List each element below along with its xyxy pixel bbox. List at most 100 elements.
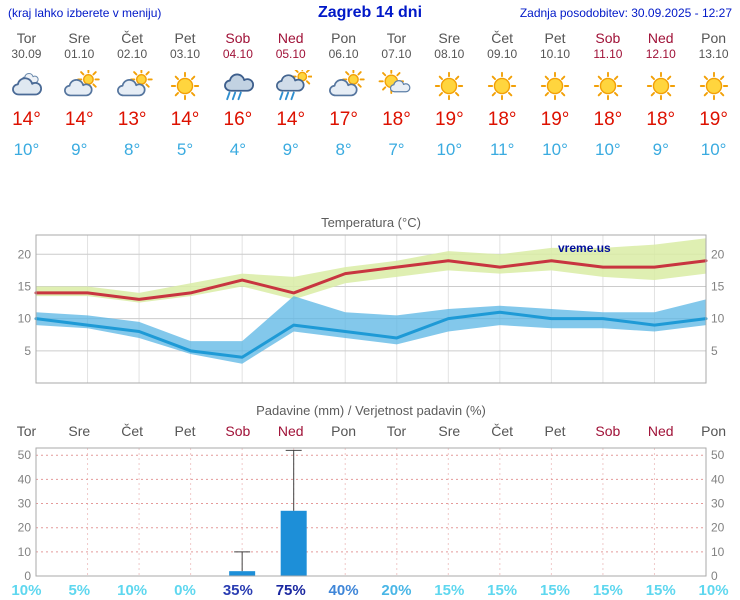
- day-column: Sre 08.10 19° 10°: [423, 30, 476, 160]
- forecast-days-row: Tor 30.09 14° 10° Sre 01.10 14° 9° Čet 02.10 13° 8°…: [0, 30, 740, 160]
- day-max-temp: 19°: [434, 109, 464, 130]
- y-tick-label: 50: [18, 448, 32, 462]
- day-date: 04.10: [222, 47, 253, 61]
- sun-icon: [159, 68, 212, 104]
- y-tick-label: 10: [711, 545, 725, 559]
- y-tick-label: 20: [711, 247, 725, 261]
- precip-day-label: Pet: [544, 423, 565, 439]
- y-tick-label: 40: [711, 472, 725, 486]
- day-min-temp: 10°: [542, 140, 568, 159]
- day-column: Čet 02.10 13° 8°: [106, 30, 159, 160]
- day-column: Sob 04.10 16° 4°: [211, 30, 264, 160]
- day-date: 01.10: [64, 47, 95, 61]
- precip-probability: 10%: [11, 582, 41, 599]
- day-max-temp: 17°: [329, 109, 358, 130]
- day-min-temp: 8°: [335, 140, 352, 159]
- day-date: 08.10: [434, 47, 465, 61]
- precip-day-label: Sre: [438, 423, 460, 439]
- day-name: Čet: [491, 30, 514, 46]
- day-column: Pon 06.10 17° 8°: [317, 30, 370, 160]
- y-tick-label: 10: [18, 545, 32, 559]
- day-min-temp: 9°: [71, 140, 88, 159]
- day-column: Pet 03.10 14° 5°: [159, 30, 212, 160]
- sun-icon: [423, 68, 476, 104]
- precip-probability: 5%: [68, 582, 90, 599]
- day-min-temp: 5°: [176, 140, 194, 159]
- y-tick-label: 40: [18, 472, 32, 486]
- day-date: 30.09: [11, 47, 42, 61]
- day-name: Pet: [174, 30, 196, 46]
- day-name: Pet: [544, 30, 566, 46]
- day-column: Tor 07.10 18° 7°: [370, 30, 423, 160]
- precip-bar: [280, 510, 307, 576]
- page-title: Zagreb 14 dni: [317, 4, 423, 21]
- day-name: Ned: [647, 30, 674, 46]
- sun-icon: [529, 68, 582, 104]
- y-tick-label: 0: [711, 569, 718, 583]
- precip-bar: [229, 571, 256, 576]
- precip-day-label: Pon: [701, 423, 726, 439]
- day-name: Pon: [331, 30, 357, 46]
- day-max-temp: 13°: [117, 109, 147, 130]
- day-date: 02.10: [117, 47, 148, 61]
- sun-cloud-icon: [370, 68, 423, 104]
- day-column: Pet 10.10 19° 10°: [529, 30, 582, 160]
- precip-day-label: Ned: [648, 423, 674, 439]
- precip-day-label: Tor: [17, 423, 37, 439]
- day-max-temp: 14°: [170, 109, 200, 130]
- day-max-temp: 14°: [12, 109, 41, 130]
- cloud-sun-icon: [106, 68, 159, 104]
- cloud-sun-icon: [317, 68, 370, 104]
- day-column: Sob 11.10 18° 10°: [581, 30, 634, 160]
- day-min-temp: 10°: [700, 140, 727, 159]
- y-tick-label: 15: [711, 279, 725, 293]
- tmin-range-band: [36, 296, 706, 364]
- day-name: Čet: [121, 30, 144, 46]
- precip-probability: 10%: [117, 582, 147, 599]
- day-max-temp: 18°: [382, 109, 411, 130]
- precip-probability: 75%: [276, 582, 306, 599]
- y-tick-label: 0: [24, 569, 31, 583]
- day-date: 09.10: [487, 47, 518, 61]
- temp-chart-title: Temperatura (°C): [321, 215, 421, 230]
- day-name: Sre: [68, 30, 91, 46]
- day-min-temp: 11°: [489, 140, 515, 159]
- day-name: Pon: [701, 30, 727, 46]
- precip-probability: 15%: [434, 582, 464, 599]
- sun-icon: [687, 68, 740, 104]
- day-min-temp: 10°: [595, 140, 621, 159]
- day-column: Pon 13.10 19° 10°: [687, 30, 740, 160]
- day-max-temp: 19°: [540, 109, 570, 130]
- day-date: 05.10: [275, 47, 306, 61]
- day-name: Tor: [16, 30, 37, 46]
- day-min-temp: 9°: [652, 140, 669, 159]
- y-tick-label: 20: [18, 521, 32, 535]
- day-name: Ned: [277, 30, 304, 46]
- y-tick-label: 20: [18, 247, 32, 261]
- day-column: Ned 05.10 14° 9°: [264, 30, 317, 160]
- cloud-icon: [0, 68, 53, 104]
- y-tick-label: 5: [711, 344, 718, 358]
- y-tick-label: 15: [18, 279, 32, 293]
- day-date: 13.10: [698, 47, 729, 61]
- precip-day-label: Tor: [387, 423, 407, 439]
- day-date: 12.10: [645, 47, 676, 61]
- tmin-line: [34, 310, 708, 359]
- y-tick-label: 10: [711, 312, 725, 326]
- menu-hint: (kraj lahko izberete v meniju): [8, 6, 162, 20]
- precip-day-label: Sob: [595, 423, 620, 439]
- day-min-temp: 9°: [282, 140, 299, 159]
- precip-day-label: Sob: [225, 423, 250, 439]
- day-max-temp: 19°: [699, 109, 728, 130]
- y-tick-label: 30: [711, 497, 725, 511]
- rain-icon: [211, 68, 264, 104]
- plot-border: [35, 447, 707, 577]
- y-tick-label: 20: [711, 521, 725, 535]
- day-date: 11.10: [593, 47, 623, 61]
- sun-icon: [581, 68, 634, 104]
- day-min-temp: 8°: [124, 140, 141, 159]
- day-max-temp: 18°: [593, 109, 623, 130]
- precip-chart-title: Padavine (mm) / Verjetnost padavin (%): [256, 403, 486, 418]
- day-max-temp: 14°: [276, 109, 306, 130]
